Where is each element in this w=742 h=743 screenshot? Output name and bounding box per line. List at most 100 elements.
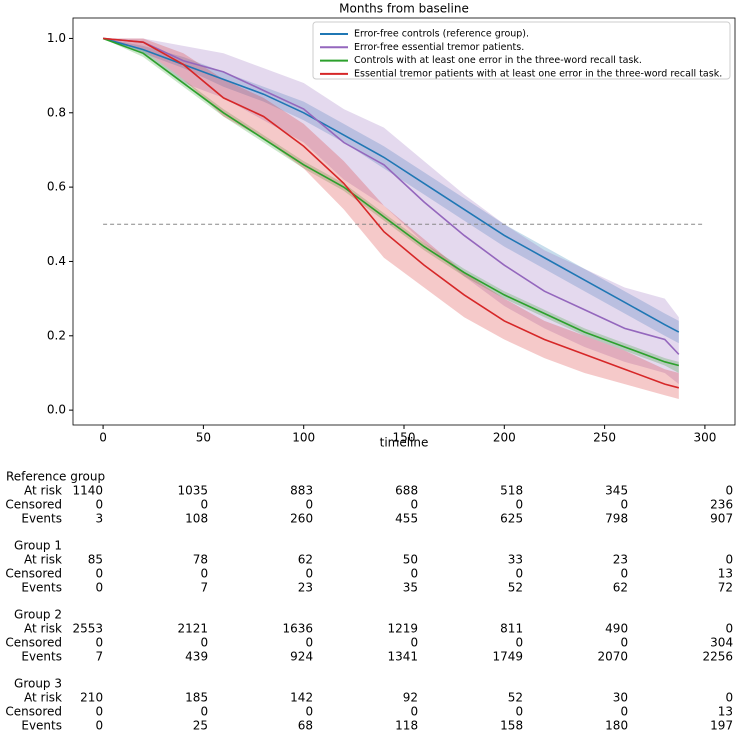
table-cell: 0: [410, 498, 418, 512]
table-cell: 0: [725, 553, 733, 567]
y-tick-label: 0.6: [47, 180, 66, 194]
table-cell: 142: [290, 691, 313, 705]
table-cell: 0: [725, 691, 733, 705]
group-header: Group 3: [14, 677, 62, 691]
row-label: Events: [21, 512, 62, 526]
table-cell: 0: [95, 705, 103, 719]
row-label: Events: [21, 581, 62, 595]
table-cell: 118: [395, 719, 418, 733]
table-cell: 304: [710, 636, 733, 650]
y-tick-label: 0.2: [47, 328, 66, 342]
row-label: Events: [21, 719, 62, 733]
table-cell: 3: [95, 512, 103, 526]
table-cell: 0: [410, 705, 418, 719]
row-label: Censored: [5, 567, 62, 581]
survival-line: [102, 37, 680, 367]
chart-title: Months from baseline: [339, 2, 469, 16]
table-cell: 0: [305, 636, 313, 650]
table-cell: 0: [515, 498, 523, 512]
x-tick-label: 50: [196, 431, 211, 445]
table-cell: 439: [185, 650, 208, 664]
table-cell: 2121: [178, 622, 209, 636]
table-cell: 13: [718, 705, 733, 719]
table-cell: 0: [515, 636, 523, 650]
table-cell: 0: [305, 498, 313, 512]
confidence-band: [103, 38, 679, 399]
y-tick-label: 1.0: [47, 31, 66, 45]
table-cell: 23: [298, 581, 313, 595]
group-header: Reference group: [6, 470, 105, 484]
table-cell: 2070: [598, 650, 629, 664]
x-tick-label: 250: [593, 431, 616, 445]
table-cell: 260: [290, 512, 313, 526]
x-tick-label: 200: [493, 431, 516, 445]
table-cell: 0: [95, 719, 103, 733]
group-header: Group 1: [14, 539, 62, 553]
table-cell: 78: [193, 553, 208, 567]
table-cell: 2553: [73, 622, 104, 636]
table-cell: 62: [298, 553, 313, 567]
x-tick-label: 300: [693, 431, 716, 445]
table-cell: 25: [193, 719, 208, 733]
table-cell: 52: [508, 691, 523, 705]
table-cell: 883: [290, 484, 313, 498]
table-cell: 92: [403, 691, 418, 705]
y-tick-label: 0.8: [47, 105, 66, 119]
table-cell: 30: [613, 691, 628, 705]
legend-label: Controls with at least one error in the …: [354, 55, 642, 66]
table-cell: 0: [200, 636, 208, 650]
table-cell: 0: [410, 567, 418, 581]
table-cell: 180: [605, 719, 628, 733]
table-cell: 1219: [388, 622, 419, 636]
table-cell: 0: [200, 705, 208, 719]
table-cell: 907: [710, 512, 733, 526]
table-cell: 35: [403, 581, 418, 595]
table-cell: 811: [500, 622, 523, 636]
row-label: At risk: [24, 484, 62, 498]
table-cell: 0: [305, 567, 313, 581]
table-cell: 0: [95, 581, 103, 595]
group-header: Group 2: [14, 608, 62, 622]
table-cell: 23: [613, 553, 628, 567]
table-cell: 1749: [493, 650, 524, 664]
table-cell: 625: [500, 512, 523, 526]
table-cell: 688: [395, 484, 418, 498]
table-cell: 7: [200, 581, 208, 595]
table-cell: 0: [200, 498, 208, 512]
table-cell: 1636: [283, 622, 314, 636]
survival-line: [103, 37, 680, 355]
table-cell: 0: [725, 484, 733, 498]
table-cell: 0: [95, 567, 103, 581]
table-cell: 1035: [178, 484, 209, 498]
legend-label: Essential tremor patients with at least …: [354, 68, 722, 79]
table-cell: 0: [725, 622, 733, 636]
table-cell: 236: [710, 498, 733, 512]
table-cell: 0: [620, 636, 628, 650]
table-cell: 185: [185, 691, 208, 705]
table-cell: 50: [403, 553, 418, 567]
y-tick-label: 0.0: [47, 403, 66, 417]
table-cell: 1140: [73, 484, 104, 498]
x-tick-label: 0: [99, 431, 107, 445]
table-cell: 798: [605, 512, 628, 526]
table-cell: 158: [500, 719, 523, 733]
confidence-band: [103, 38, 679, 385]
table-cell: 455: [395, 512, 418, 526]
row-label: Events: [21, 650, 62, 664]
table-cell: 0: [515, 567, 523, 581]
table-cell: 85: [88, 553, 103, 567]
table-cell: 0: [410, 636, 418, 650]
table-cell: 0: [305, 705, 313, 719]
row-label: Censored: [5, 498, 62, 512]
legend-box: [312, 21, 731, 80]
table-cell: 518: [500, 484, 523, 498]
row-label: Censored: [5, 705, 62, 719]
table-cell: 0: [95, 636, 103, 650]
table-cell: 0: [620, 567, 628, 581]
table-cell: 108: [185, 512, 208, 526]
table-cell: 52: [508, 581, 523, 595]
table-cell: 490: [605, 622, 628, 636]
table-cell: 0: [620, 705, 628, 719]
table-cell: 62: [613, 581, 628, 595]
